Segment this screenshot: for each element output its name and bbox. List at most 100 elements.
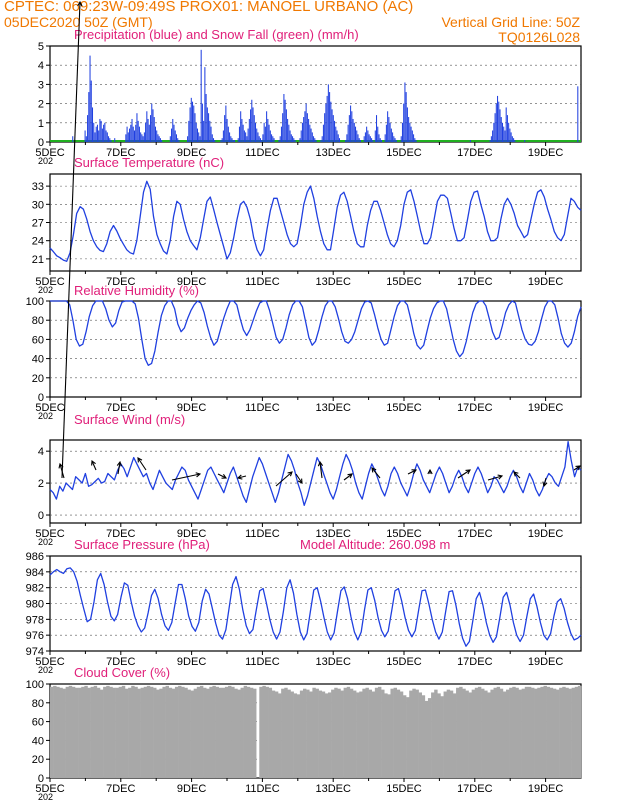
panel-6-cloud-bar-96 xyxy=(349,688,354,778)
panel-6-cloud-bar-73 xyxy=(278,693,282,778)
panel-1-precip-bar-127 xyxy=(206,107,208,142)
panel-2-title: Surface Temperature (nC) xyxy=(74,155,224,170)
panel-1-precip-bar-45 xyxy=(105,130,107,142)
panel-6-title: Cloud Cover (%) xyxy=(74,665,170,680)
panel-1-precip-bar-159 xyxy=(246,136,248,142)
wind-arrow-12 xyxy=(371,467,381,479)
panel-1-precip-bar-286 xyxy=(403,103,405,142)
panel-1-precip-bar-370 xyxy=(506,115,508,142)
panel-1-precip-bar-203 xyxy=(300,130,302,142)
panel-1-precip-bar-126 xyxy=(205,94,207,142)
panel-6-cloud-bar-37 xyxy=(165,685,169,778)
panel-6-cloud-bar-9 xyxy=(78,687,82,778)
wind-arrowhead-1 xyxy=(58,462,64,469)
panel-1-precip-bar-64 xyxy=(129,128,131,142)
panel-6-xtick-label-0: 5DEC xyxy=(35,783,64,795)
wind-arrow-7 xyxy=(237,475,247,479)
panel-6-cloud-bar-42 xyxy=(181,686,185,778)
panel-6-cloud-bar-94 xyxy=(343,687,348,778)
panel-1-precip-bar-242 xyxy=(348,115,350,142)
panel-1-precip-bar-280 xyxy=(395,140,397,142)
panel-6-cloud-bar-110 xyxy=(393,687,398,778)
panel-1-precip-bar-131 xyxy=(211,134,213,142)
panel-4-xtick-label-3: 11DEC xyxy=(245,528,280,540)
panel-6-ytick-label-4: 80 xyxy=(32,698,44,710)
panel-6-ytick-label-1: 20 xyxy=(32,754,44,766)
panel-1-precip-bar-288 xyxy=(405,92,407,142)
panel-6-cloud-bar-138 xyxy=(481,688,485,778)
panel-1-precip-bar-212 xyxy=(311,132,313,142)
panel-1-precip-bar-220 xyxy=(321,136,323,142)
panel-6-cloud-bar-113 xyxy=(402,695,407,778)
panel-1-precip-bar-48 xyxy=(109,138,111,142)
panel-6-cloud-bar-126 xyxy=(443,691,447,778)
panel-6-cloud-bar-149 xyxy=(515,687,519,778)
panel-1-precip-bar-233 xyxy=(337,134,339,142)
panel-1-precip-bar-167 xyxy=(256,128,258,142)
panel-6-cloud-bar-89 xyxy=(327,692,332,778)
panel-2-ytick-label-2: 27 xyxy=(32,218,44,230)
panel-6-cloud-bar-19 xyxy=(109,686,113,778)
panel-6-ytick-label-0: 0 xyxy=(38,773,44,785)
panel-1-precip-bar-90 xyxy=(161,140,163,142)
panel-6-cloud-bar-22 xyxy=(118,686,123,778)
panel-5-xtick-label-5: 15DEC xyxy=(386,656,422,668)
panel-6-cloud-bar-163 xyxy=(559,687,563,778)
panel-4-xtick-label-1: 7DEC xyxy=(106,528,135,540)
panel-1-precip-bar-245 xyxy=(352,118,354,142)
wind-arrow-5 xyxy=(171,473,201,481)
panel-1-precip-bar-384 xyxy=(524,140,526,142)
panel-6-cloud-bar-120 xyxy=(424,700,429,778)
panel-1-precip-bar-62 xyxy=(126,126,128,142)
panel-6-cloud-bar-137 xyxy=(477,686,482,778)
panel-1-precip-bar-158 xyxy=(245,132,247,142)
panel-6-cloud-bar-34 xyxy=(156,689,160,778)
panel-1-precip-bar-275 xyxy=(389,122,391,142)
panel-6-cloud-bar-156 xyxy=(537,687,541,778)
panel-1-precip-bar-152 xyxy=(237,138,239,142)
panel-1-precip-bar-89 xyxy=(159,138,161,142)
panel-1-precip-bar-44 xyxy=(104,122,106,142)
wind-arrow-16 xyxy=(487,475,503,481)
panel-1-precip-bar-268 xyxy=(380,140,382,142)
panel-1-precip-bar-162 xyxy=(250,109,252,142)
panel-1-precip-bar-78 xyxy=(146,111,148,142)
wind-arrowhead-6 xyxy=(221,473,228,479)
panel-6-cloud-bar-83 xyxy=(309,691,313,778)
panel-6-cloud-bar-29 xyxy=(140,687,145,778)
panel-6-cloud-bar-117 xyxy=(415,689,419,778)
panel-1-precip-bar-171 xyxy=(261,140,263,142)
panel-1-precip-bar-223 xyxy=(325,103,327,142)
panel-1-precip-bar-192 xyxy=(287,118,289,142)
header-date-line: 05DEC2020 50Z (GMT) xyxy=(4,14,153,30)
panel-6-cloud-bar-158 xyxy=(543,685,547,778)
panel-1-precip-bar-206 xyxy=(304,111,306,142)
panel-2-xtick-label-7: 19DEC xyxy=(528,276,564,288)
wind-arrow-3 xyxy=(117,461,121,475)
panel-6-cloud-bar-15 xyxy=(96,687,101,778)
panel-4-series-line xyxy=(49,440,582,507)
panel-6-cloud-bar-65 xyxy=(253,688,257,778)
panel-1-precip-bar-161 xyxy=(248,118,250,142)
panel-3-frame xyxy=(49,300,582,398)
panel-6-cloud-bar-51 xyxy=(209,686,213,778)
panel-1-precip-bar-251 xyxy=(359,140,361,142)
panel-6-cloud-bar-102 xyxy=(368,689,373,778)
panel-6-cloud-bar-54 xyxy=(218,687,223,778)
panel-1-precip-bar-49 xyxy=(110,140,112,142)
panel-1-precip-bar-83 xyxy=(152,109,154,142)
panel-6-cloud-bar-101 xyxy=(365,687,369,778)
panel-1-precip-bar-195 xyxy=(290,134,292,142)
panel-1-precip-bar-41 xyxy=(100,120,102,142)
panel-1-precip-bar-213 xyxy=(313,136,315,142)
wind-arrow-11 xyxy=(343,473,353,481)
panel-2-xtick-label-3: 11DEC xyxy=(245,276,280,288)
panel-1-precip-bar-99 xyxy=(172,118,174,142)
panel-6-cloud-bar-91 xyxy=(334,687,338,778)
panel-3-ytick-label-4: 80 xyxy=(32,315,44,327)
panel-1-precip-bar-97 xyxy=(169,136,171,142)
panel-1-precip-bar-295 xyxy=(414,138,416,142)
panel-6-cloud-bar-144 xyxy=(499,688,504,778)
panel-1-precip-bar-249 xyxy=(357,134,359,142)
panel-1-precip-bar-166 xyxy=(254,122,257,142)
